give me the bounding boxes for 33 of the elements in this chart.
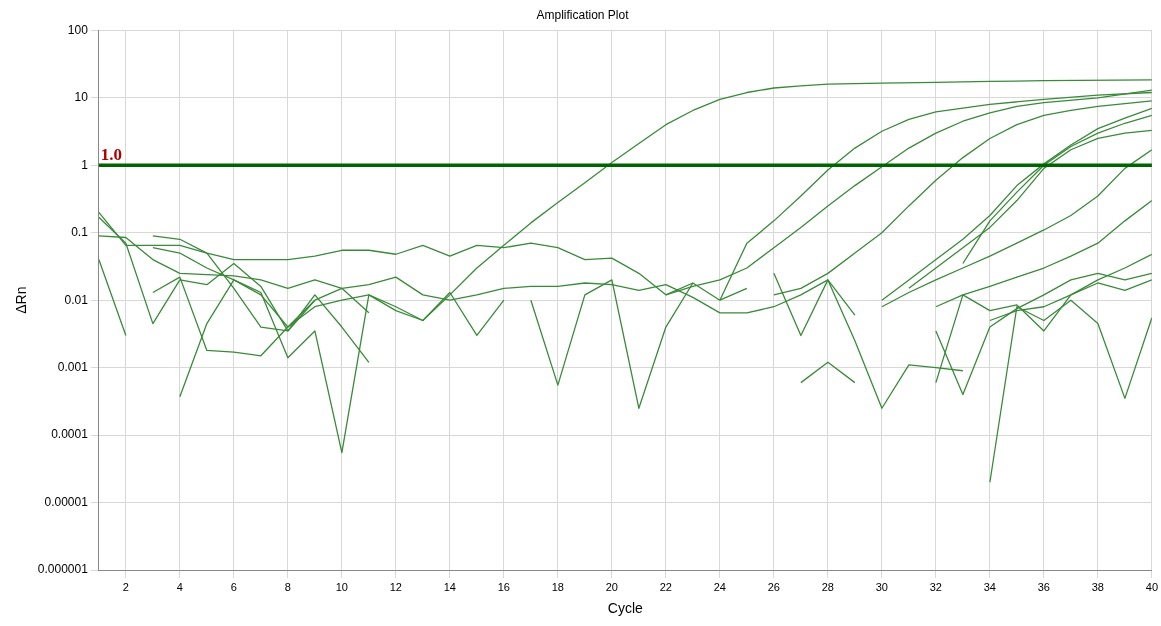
y-tick-label: 1 [81, 157, 89, 172]
x-tick-label: 34 [983, 580, 996, 593]
x-tick-label: 26 [767, 580, 780, 593]
x-tick-label: 28 [821, 580, 834, 593]
y-tick-label: 10 [74, 90, 89, 105]
y-tick-label: 0.1 [71, 225, 89, 240]
x-tick-label: 10 [335, 580, 348, 593]
y-tick-label: 0.000001 [37, 562, 89, 577]
x-tick-label: 8 [284, 580, 291, 593]
y-tick-label: 0.01 [64, 292, 89, 307]
y-tick-label: 0.001 [57, 359, 89, 374]
x-tick-label: 2 [122, 580, 129, 593]
x-axis-title: Cycle [607, 600, 644, 617]
x-tick-label: 20 [605, 580, 618, 593]
x-tick-label: 12 [389, 580, 402, 593]
x-tick-label: 6 [230, 580, 237, 593]
x-tick-label: 22 [659, 580, 672, 593]
x-tick-label: 30 [875, 580, 888, 593]
x-tick-label: 36 [1037, 580, 1050, 593]
y-tick-label: 0.00001 [44, 494, 89, 509]
x-tick-label: 18 [551, 580, 564, 593]
x-tick-label: 16 [497, 580, 510, 593]
y-tick-label: 0.0001 [51, 427, 89, 442]
y-tick-label: 100 [67, 22, 89, 37]
ref-line-label: 1.0 [100, 145, 123, 165]
x-tick-label: 24 [713, 580, 726, 593]
chart-title: Amplification Plot [536, 7, 630, 22]
x-tick-label: 4 [176, 580, 183, 593]
y-axis-title: ΔRn [13, 286, 30, 314]
x-tick-label: 38 [1091, 580, 1105, 593]
x-tick-label: 32 [929, 580, 942, 593]
x-tick-label: 40 [1145, 580, 1159, 593]
x-tick-label: 14 [443, 580, 456, 593]
